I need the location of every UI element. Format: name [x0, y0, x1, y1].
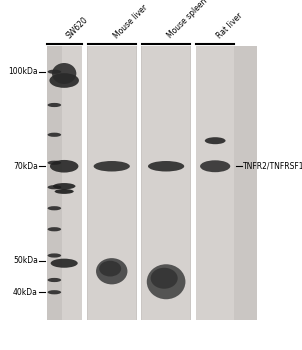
- Ellipse shape: [148, 161, 184, 172]
- Ellipse shape: [147, 264, 185, 299]
- Ellipse shape: [48, 70, 61, 74]
- Ellipse shape: [51, 259, 78, 268]
- Ellipse shape: [50, 73, 79, 88]
- Ellipse shape: [55, 189, 74, 194]
- Text: 40kDa: 40kDa: [13, 288, 38, 297]
- Ellipse shape: [52, 63, 76, 84]
- Ellipse shape: [53, 183, 76, 189]
- Bar: [142, 46, 190, 320]
- Ellipse shape: [48, 185, 61, 189]
- Bar: [196, 46, 234, 320]
- Bar: [47, 46, 257, 320]
- Text: Mouse spleen: Mouse spleen: [166, 0, 210, 40]
- Ellipse shape: [151, 268, 178, 289]
- Ellipse shape: [99, 261, 121, 276]
- Bar: [137, 46, 141, 320]
- Ellipse shape: [205, 137, 226, 144]
- Text: 100kDa: 100kDa: [8, 67, 38, 76]
- Ellipse shape: [48, 161, 61, 165]
- Bar: [88, 46, 136, 320]
- Bar: [47, 46, 82, 320]
- Text: 70kDa: 70kDa: [13, 162, 38, 171]
- Text: Rat liver: Rat liver: [215, 11, 244, 40]
- Ellipse shape: [50, 160, 79, 173]
- Ellipse shape: [200, 160, 230, 172]
- Text: Mouse liver: Mouse liver: [112, 3, 149, 40]
- Ellipse shape: [48, 253, 61, 258]
- Text: TNFR2/TNFRSF1B: TNFR2/TNFRSF1B: [243, 162, 302, 171]
- Text: SW620: SW620: [64, 15, 89, 40]
- Ellipse shape: [48, 103, 61, 107]
- Ellipse shape: [96, 258, 127, 284]
- Ellipse shape: [48, 206, 61, 210]
- Ellipse shape: [48, 227, 61, 231]
- Ellipse shape: [48, 278, 61, 282]
- Bar: [82, 46, 87, 320]
- Ellipse shape: [48, 290, 61, 294]
- Bar: [47, 46, 62, 320]
- Text: 50kDa: 50kDa: [13, 256, 38, 265]
- Ellipse shape: [48, 133, 61, 137]
- Ellipse shape: [94, 161, 130, 172]
- Bar: [191, 46, 196, 320]
